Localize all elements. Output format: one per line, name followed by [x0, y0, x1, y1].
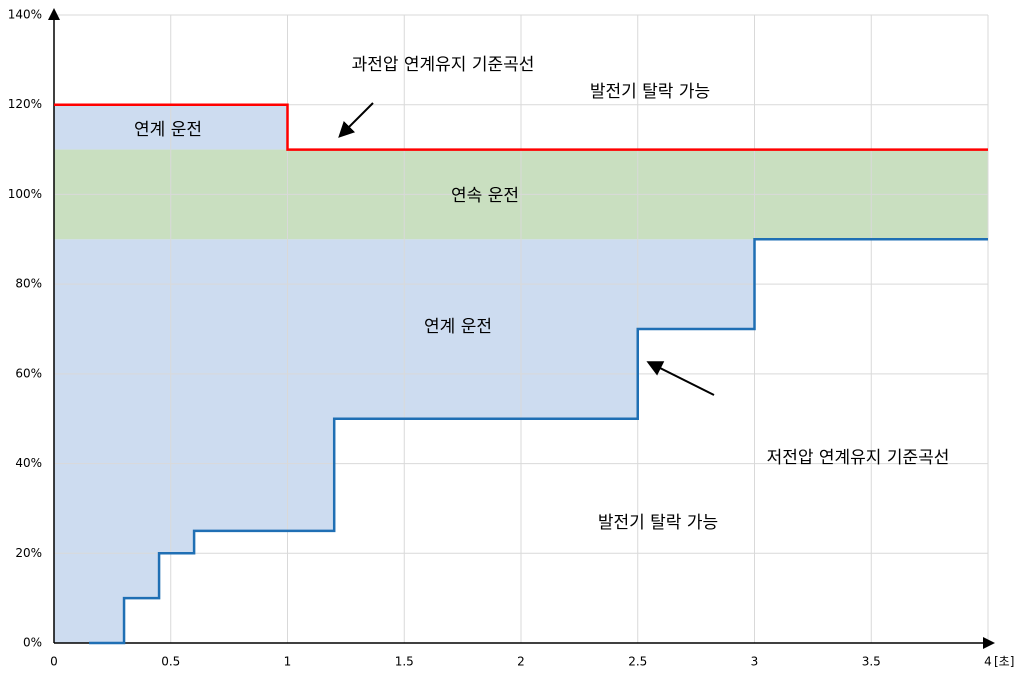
arrow [338, 102, 374, 138]
annotation: 연속 운전 [451, 186, 519, 206]
arrow [646, 361, 715, 396]
x-tick-label: 2 [517, 655, 525, 669]
x-tick-label: 1 [284, 655, 292, 669]
y-tick-label: 0% [23, 636, 42, 650]
x-axis-label: [초] [994, 655, 1014, 669]
annotation: 연계 운전 [134, 120, 202, 140]
annotation: 저전압 연계유지 기준곡선 [767, 448, 950, 468]
y-tick-label: 80% [15, 277, 42, 291]
x-tick-label: 4 [984, 655, 992, 669]
annotation: 과전압 연계유지 기준곡선 [352, 55, 535, 75]
y-tick-label: 100% [8, 187, 42, 201]
series-line [54, 103, 988, 151]
x-tick-label: 0 [50, 655, 58, 669]
x-tick-label: 1.5 [395, 655, 414, 669]
y-tick-label: 40% [15, 456, 42, 470]
annotation: 연계 운전 [424, 317, 492, 337]
annotation: 발전기 탈락 가능 [590, 82, 710, 102]
y-tick-label: 60% [15, 366, 42, 380]
x-tick-label: 3 [751, 655, 759, 669]
annotation: 발전기 탈락 가능 [598, 513, 718, 533]
x-tick-label: 2.5 [628, 655, 647, 669]
x-tick-label: 0.5 [161, 655, 180, 669]
plot-front: 0% 20% 40% 60% 80% 100% 120% 140% 0 0.5 1 1.5 2 2.5 3 3… [8, 8, 1015, 669]
y-tick-label: 140% [8, 8, 42, 22]
y-tick-label: 120% [8, 97, 42, 111]
x-tick-label: 3.5 [862, 655, 881, 669]
series-line [89, 238, 988, 645]
y-tick-label: 20% [15, 546, 42, 560]
